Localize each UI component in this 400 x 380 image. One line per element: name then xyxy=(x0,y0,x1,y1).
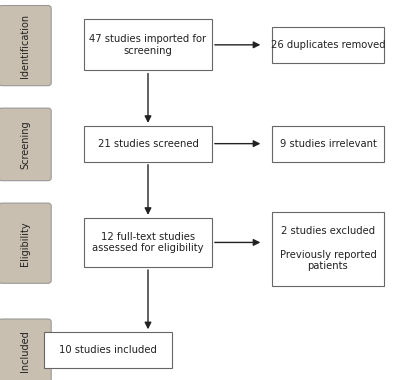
Text: Included: Included xyxy=(20,331,30,372)
Text: Identification: Identification xyxy=(20,14,30,78)
FancyBboxPatch shape xyxy=(84,125,212,162)
FancyBboxPatch shape xyxy=(84,19,212,71)
Text: Screening: Screening xyxy=(20,120,30,169)
Text: 9 studies irrelevant: 9 studies irrelevant xyxy=(280,139,376,149)
Text: 12 full-text studies
assessed for eligibility: 12 full-text studies assessed for eligib… xyxy=(92,232,204,253)
FancyBboxPatch shape xyxy=(0,319,51,380)
FancyBboxPatch shape xyxy=(44,332,172,369)
FancyBboxPatch shape xyxy=(84,218,212,267)
FancyBboxPatch shape xyxy=(272,125,384,162)
Text: 10 studies included: 10 studies included xyxy=(59,345,157,355)
FancyBboxPatch shape xyxy=(0,5,51,86)
Text: 47 studies imported for
screening: 47 studies imported for screening xyxy=(90,34,206,55)
FancyBboxPatch shape xyxy=(272,27,384,63)
Text: Eligibility: Eligibility xyxy=(20,221,30,266)
Text: 2 studies excluded

Previously reported
patients: 2 studies excluded Previously reported p… xyxy=(280,226,376,271)
FancyBboxPatch shape xyxy=(0,108,51,181)
FancyBboxPatch shape xyxy=(0,203,51,283)
FancyBboxPatch shape xyxy=(272,212,384,286)
Text: 21 studies screened: 21 studies screened xyxy=(98,139,198,149)
Text: 26 duplicates removed: 26 duplicates removed xyxy=(271,40,385,50)
